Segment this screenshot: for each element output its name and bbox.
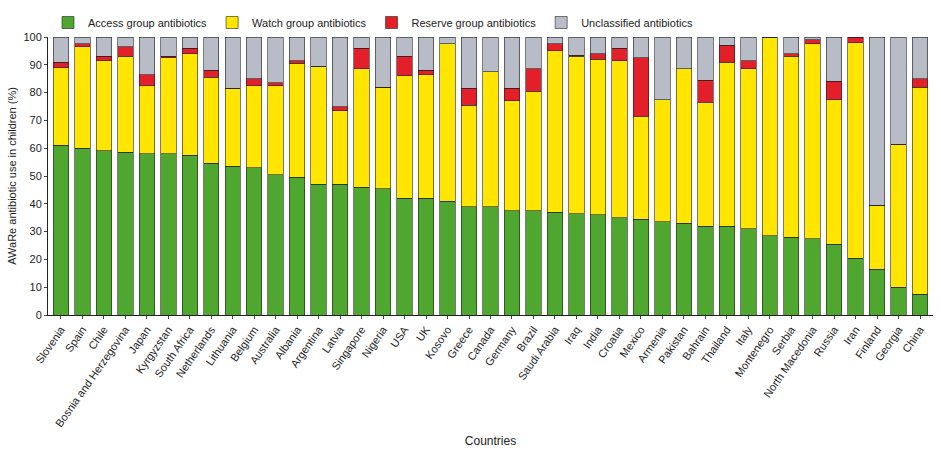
svg-text:Italy: Italy: [733, 324, 755, 348]
svg-text:Montenegro: Montenegro: [732, 324, 776, 379]
svg-text:Thailand: Thailand: [699, 324, 733, 365]
svg-text:South Africa: South Africa: [152, 323, 196, 379]
svg-text:Reserve group antibiotics: Reserve group antibiotics: [412, 17, 537, 29]
svg-text:40: 40: [30, 198, 42, 210]
svg-text:USA: USA: [388, 324, 411, 350]
svg-text:Chile: Chile: [86, 324, 110, 351]
svg-text:Armenia: Armenia: [635, 323, 669, 364]
svg-text:50: 50: [30, 170, 42, 182]
svg-text:Slovenia: Slovenia: [33, 323, 68, 365]
svg-text:Russia: Russia: [811, 323, 841, 358]
svg-text:Access group antibiotics: Access group antibiotics: [88, 17, 207, 29]
svg-text:Lithuania: Lithuania: [203, 323, 239, 367]
svg-text:Iran: Iran: [841, 324, 862, 346]
svg-text:Spain: Spain: [63, 324, 89, 354]
svg-text:North Macedonia: North Macedonia: [761, 323, 819, 399]
svg-text:Japan: Japan: [126, 324, 153, 355]
svg-text:Mexico: Mexico: [617, 324, 647, 359]
svg-text:100: 100: [23, 31, 41, 43]
svg-text:Kyrgyzstan: Kyrgyzstan: [133, 324, 174, 375]
svg-text:Nigeria: Nigeria: [359, 323, 389, 359]
svg-text:60: 60: [30, 142, 42, 154]
svg-text:China: China: [900, 323, 927, 354]
svg-text:Albania: Albania: [272, 323, 303, 361]
svg-text:Canada: Canada: [465, 323, 497, 362]
svg-text:0: 0: [36, 309, 42, 321]
svg-text:Pakistan: Pakistan: [656, 324, 690, 365]
svg-text:AWaRe antibiotic use in childr: AWaRe antibiotic use in children (%): [6, 87, 18, 265]
svg-text:Netherlands: Netherlands: [174, 324, 218, 380]
svg-text:Australia: Australia: [247, 323, 282, 366]
svg-text:70: 70: [30, 114, 42, 126]
svg-text:Saudi Arabia: Saudi Arabia: [515, 323, 561, 382]
svg-text:Iraq: Iraq: [562, 324, 583, 346]
svg-text:Germany: Germany: [482, 324, 518, 368]
svg-text:Countries: Countries: [465, 434, 516, 448]
svg-text:Croatia: Croatia: [595, 323, 626, 360]
svg-text:Singapore: Singapore: [329, 324, 368, 372]
svg-text:30: 30: [30, 225, 42, 237]
svg-text:Greece: Greece: [445, 324, 476, 360]
svg-text:Belgium: Belgium: [228, 324, 261, 363]
svg-text:Watch group antibiotics: Watch group antibiotics: [252, 17, 366, 29]
svg-text:Unclassified antibiotics: Unclassified antibiotics: [581, 17, 693, 29]
svg-text:20: 20: [30, 253, 42, 265]
svg-text:Bahrain: Bahrain: [680, 324, 712, 362]
svg-text:India: India: [581, 323, 605, 350]
svg-text:Brazil: Brazil: [514, 324, 540, 353]
svg-text:90: 90: [30, 59, 42, 71]
svg-text:80: 80: [30, 86, 42, 98]
svg-text:10: 10: [30, 281, 42, 293]
svg-text:Georgia: Georgia: [872, 323, 905, 363]
svg-text:Bosnia and Herzegovina: Bosnia and Herzegovina: [53, 323, 132, 429]
svg-text:UK: UK: [414, 324, 433, 344]
svg-text:Kosovo: Kosovo: [423, 324, 454, 361]
svg-text:Argentina: Argentina: [288, 323, 325, 369]
svg-text:Serbia: Serbia: [769, 323, 798, 357]
svg-text:Finland: Finland: [853, 324, 884, 360]
svg-text:Latvia: Latvia: [320, 323, 347, 355]
